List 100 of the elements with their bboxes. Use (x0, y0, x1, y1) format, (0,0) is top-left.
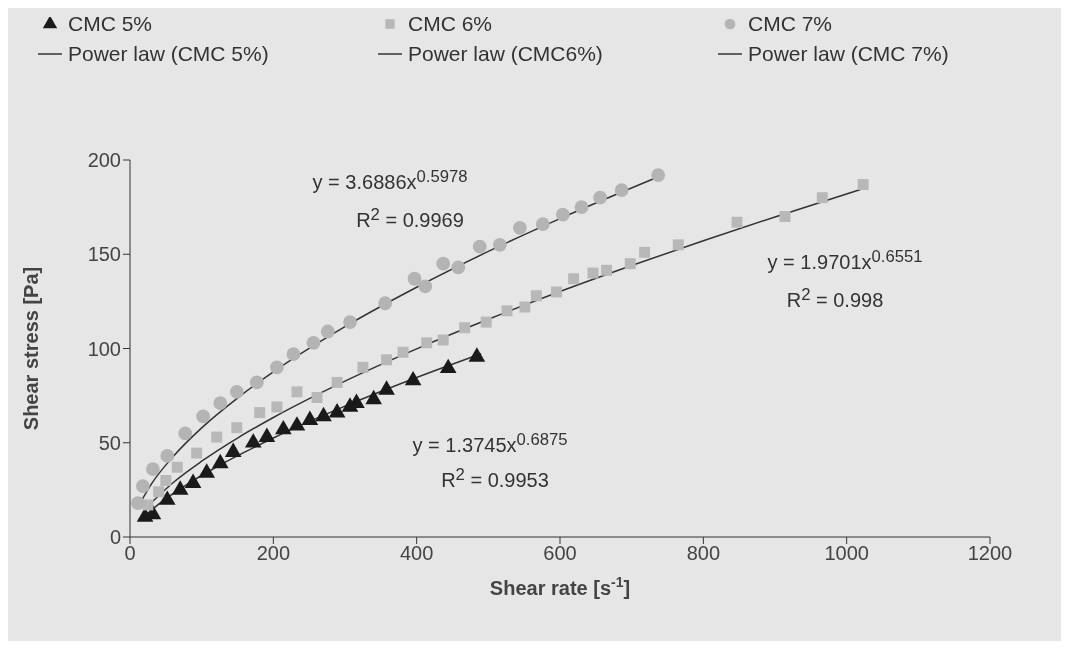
annotation: y = 1.3745x$^{0.6875}$ (412, 429, 568, 456)
point (378, 380, 395, 395)
point (421, 337, 433, 349)
point (555, 207, 570, 222)
point (153, 486, 165, 498)
point (184, 473, 202, 488)
point (213, 396, 228, 411)
point (535, 217, 550, 231)
point (587, 267, 599, 279)
point (512, 220, 527, 235)
legend-label: Power law (CMC 5%) (68, 42, 269, 66)
point (130, 496, 145, 510)
point (501, 305, 513, 317)
point (459, 322, 471, 334)
point (404, 370, 422, 386)
point (258, 427, 276, 442)
point (731, 216, 743, 228)
point (231, 422, 243, 434)
point (574, 200, 589, 215)
legend-label: CMC 6% (408, 12, 493, 36)
point (291, 386, 303, 398)
point (816, 192, 828, 204)
point (315, 406, 332, 422)
point (672, 239, 684, 251)
x-tick-label: 0 (124, 542, 136, 565)
point (407, 271, 422, 286)
annotation: R$^{2}$ = 0.998 (786, 284, 884, 311)
x-tick-label: 600 (543, 542, 577, 565)
y-tick-label: 150 (87, 243, 121, 266)
x-tick-label: 800 (686, 542, 721, 565)
legend-label: CMC 5% (68, 12, 153, 36)
legend-label: Power law (CMC6%) (408, 42, 603, 66)
y-tick-label: 0 (109, 526, 121, 549)
point (191, 447, 203, 459)
point (270, 360, 284, 375)
point (306, 335, 321, 350)
legend-label: Power law (CMC 7%) (748, 42, 949, 66)
x-tick-label: 400 (399, 542, 434, 565)
annotation: R$^{2}$ = 0.9969 (356, 204, 464, 231)
point (275, 419, 292, 435)
annotation: R$^{2}$ = 0.9953 (441, 464, 549, 491)
y-axis-title: Shear stress [Pa] (20, 266, 42, 431)
point (171, 461, 183, 473)
point (530, 290, 542, 302)
point (198, 463, 216, 478)
x-tick-label: 1000 (824, 542, 869, 565)
point (381, 354, 393, 366)
point (568, 273, 580, 285)
point (211, 453, 229, 469)
point (439, 358, 457, 374)
point (357, 361, 369, 373)
point (857, 179, 869, 190)
point (158, 490, 176, 505)
point (451, 260, 466, 275)
point (472, 239, 487, 254)
point (397, 346, 409, 358)
point (328, 402, 346, 418)
point (593, 190, 608, 205)
point (171, 480, 189, 495)
point (146, 462, 160, 477)
x-tick-label: 200 (256, 542, 291, 565)
point (211, 431, 223, 443)
point (249, 375, 264, 390)
point (624, 258, 636, 270)
annotation: y = 1.9701x$^{0.6551}$ (767, 246, 923, 273)
point (320, 324, 335, 339)
point (331, 376, 343, 388)
point (160, 449, 175, 463)
point (437, 334, 449, 346)
y-tick-label: 200 (87, 149, 121, 172)
x-tick-label: 1200 (967, 542, 1013, 565)
point (135, 479, 150, 493)
y-tick-label: 100 (87, 337, 121, 360)
point (480, 316, 492, 328)
point (178, 426, 193, 441)
point (779, 211, 791, 223)
point (160, 474, 172, 486)
point (418, 279, 433, 294)
annotation: y = 3.6886x$^{0.5978}$ (312, 166, 468, 193)
point (639, 246, 651, 258)
point (224, 442, 242, 457)
point (254, 407, 266, 419)
point (468, 347, 486, 362)
y-tick-label: 50 (98, 431, 121, 454)
point (244, 433, 262, 448)
legend-label: CMC 7% (748, 12, 833, 36)
point (365, 389, 382, 405)
point (288, 416, 306, 431)
point (651, 168, 666, 182)
point (343, 315, 357, 330)
point (519, 301, 531, 313)
point (271, 401, 283, 413)
point (436, 256, 451, 271)
point (286, 347, 301, 362)
point (196, 409, 211, 424)
point (229, 384, 244, 399)
point (311, 392, 323, 403)
point (601, 264, 613, 276)
point (378, 296, 393, 311)
point (614, 183, 629, 198)
